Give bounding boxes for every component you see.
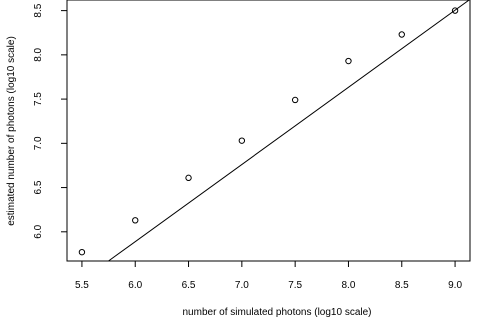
data-point — [238, 137, 246, 144]
y-axis: 6.0 6.5 7.0 7.5 8.0 8.5 — [33, 3, 67, 239]
y-tick-label: 8.0 — [33, 47, 44, 61]
x-tick-label: 9.0 — [448, 280, 462, 291]
y-tick-label: 7.5 — [33, 92, 44, 106]
x-tick-label: 7.5 — [288, 280, 302, 291]
x-tick-label: 6.5 — [182, 280, 196, 291]
data-point — [398, 31, 405, 38]
data-point — [451, 7, 459, 14]
y-axis-label: estimated number of photons (log10 scale… — [6, 36, 17, 226]
data-point — [132, 217, 139, 224]
data-point — [185, 174, 192, 182]
x-tick-label: 8.0 — [342, 280, 356, 291]
x-tick-label: 8.5 — [395, 280, 409, 291]
x-axis: 5.5 6.0 6.5 7.0 7.5 8.0 8.5 9.0 — [75, 261, 462, 291]
x-axis-label: number of simulated photons (log10 scale… — [183, 307, 372, 318]
data-point — [291, 96, 299, 104]
y-tick-label: 8.5 — [33, 3, 44, 17]
data-point — [78, 248, 86, 256]
y-tick-label: 6.5 — [33, 180, 44, 194]
points-group — [78, 7, 459, 256]
data-point — [345, 57, 352, 65]
x-tick-label: 5.5 — [75, 280, 89, 291]
y-tick-label: 6.0 — [33, 224, 44, 238]
fit-line-group — [108, 0, 470, 262]
plot-box — [66, 0, 471, 262]
fit-line — [108, 0, 470, 262]
x-tick-label: 6.0 — [128, 280, 142, 291]
y-tick-label: 7.0 — [33, 136, 44, 150]
x-tick-label: 7.0 — [235, 280, 249, 291]
